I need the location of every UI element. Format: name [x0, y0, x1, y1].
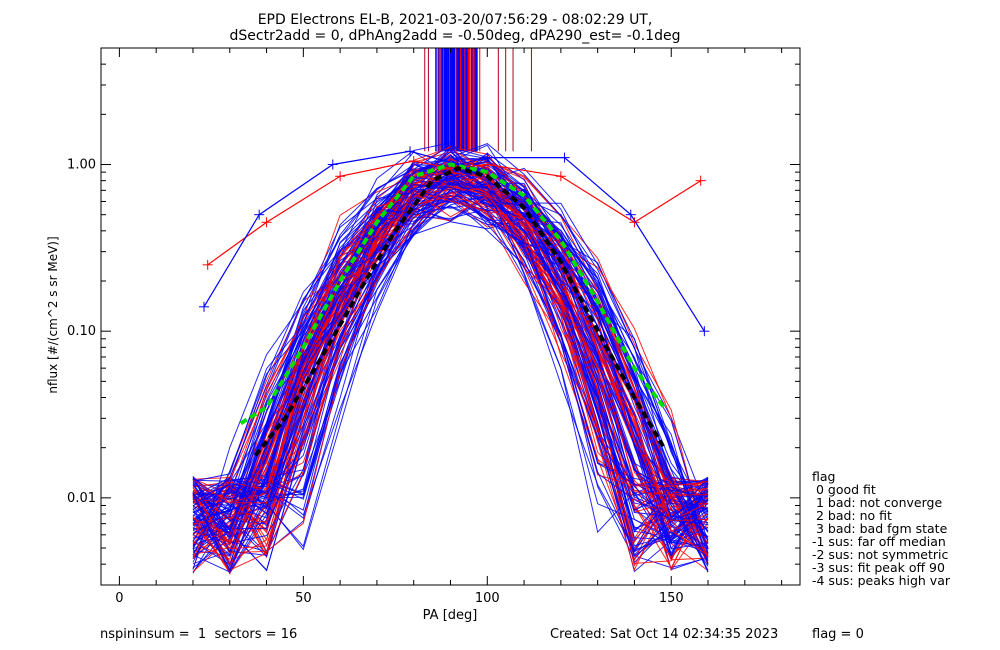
trace-line	[192, 195, 709, 558]
trace-line	[192, 154, 709, 550]
x-axis: 0 50 100 150	[115, 48, 783, 606]
data-point	[559, 152, 570, 163]
footer-flag: flag = 0	[812, 627, 864, 642]
trace-line	[192, 177, 709, 572]
data-point	[629, 217, 640, 228]
trace-line	[192, 158, 709, 521]
trace-line	[192, 208, 709, 546]
x-tick-label: 100	[475, 591, 500, 606]
y-tick-label: 1.00	[67, 158, 96, 173]
data-point	[327, 159, 338, 170]
legend-title: flag	[812, 469, 836, 484]
trace-line	[192, 186, 709, 521]
trace-line	[192, 193, 709, 524]
x-tick-label: 150	[659, 591, 684, 606]
trace-line	[192, 184, 709, 551]
trace-line	[192, 178, 709, 561]
data-point	[199, 301, 210, 312]
trace-line	[192, 177, 709, 559]
trace-line	[192, 199, 709, 558]
trace-line	[192, 168, 709, 573]
legend-entry: -3 sus: fit peak off 90	[812, 560, 945, 575]
data-point	[625, 209, 636, 220]
trace-line	[192, 191, 709, 543]
data-point	[555, 171, 566, 182]
data-point	[482, 152, 493, 163]
series-group	[199, 146, 710, 457]
trace-line	[192, 190, 709, 560]
data-point	[202, 259, 213, 270]
y-tick-label: 0.01	[67, 491, 96, 506]
y-axis-label: nflux [#/(cm^2 s sr MeV)]	[46, 236, 60, 393]
legend-entry: -1 sus: far off median	[812, 534, 946, 549]
data-point	[254, 209, 265, 220]
legend-entry: -4 sus: peaks high var	[812, 573, 951, 588]
x-tick-label: 50	[295, 591, 312, 606]
legend-entry: 1 bad: not converge	[812, 495, 943, 510]
chart-title: EPD Electrons EL-B, 2021-03-20/07:56:29 …	[258, 12, 653, 28]
footer-spin-info: nspininsum = 1 sectors = 16	[100, 627, 298, 642]
footer-created: Created: Sat Oct 14 02:34:35 2023	[550, 627, 779, 642]
chart-subtitle: dSectr2add = 0, dPhAng2add = -0.50deg, d…	[230, 28, 681, 44]
trace-line	[192, 191, 709, 543]
trace-line	[192, 157, 709, 545]
series-line	[239, 162, 666, 425]
trace-line	[192, 205, 709, 526]
flag-legend: flag 0 good fit 1 bad: not converge 2 ba…	[812, 470, 950, 587]
series-line	[253, 166, 666, 457]
data-point	[405, 146, 416, 157]
trace-line	[192, 194, 709, 539]
legend-entry: 2 bad: no fit	[812, 508, 892, 523]
legend-entry: -2 sus: not symmetric	[812, 547, 949, 562]
legend-entry: 3 bad: bad fgm state	[812, 521, 948, 536]
data-point	[261, 217, 272, 228]
data-point	[699, 326, 710, 337]
trace-line	[192, 175, 709, 553]
y-axis: 0.01 0.10 1.00	[67, 47, 800, 586]
y-tick-label: 0.10	[67, 324, 96, 339]
x-tick-label: 0	[115, 591, 123, 606]
trace-line	[192, 195, 709, 571]
legend-entry: 0 good fit	[812, 482, 876, 497]
x-axis-label: PA [deg]	[423, 608, 478, 623]
trace-line	[192, 190, 709, 536]
data-point	[335, 171, 346, 182]
trace-line	[192, 160, 709, 573]
data-point	[408, 155, 419, 166]
spike-marks	[424, 48, 532, 152]
data-point	[695, 175, 706, 186]
